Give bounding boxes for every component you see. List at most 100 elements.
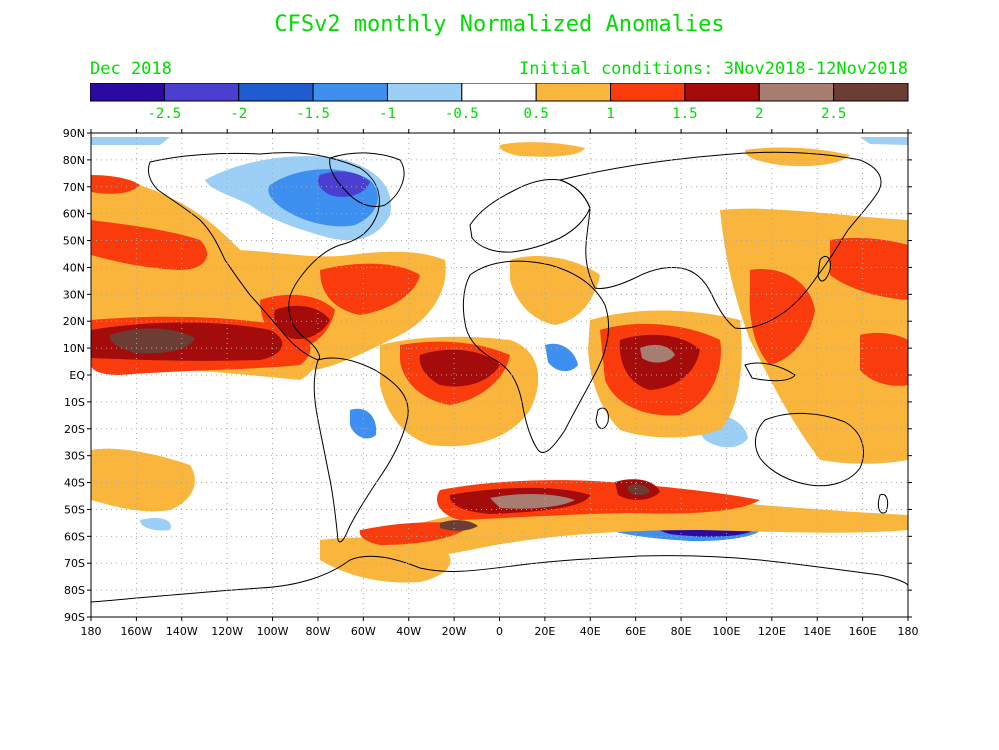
lon-label: 20W xyxy=(442,625,467,638)
colorbar-label: -1.5 xyxy=(296,106,330,122)
colorbar: -2.5 -2 -1.5 -1 -0.5 0.5 1 1.5 2 2.5 xyxy=(90,83,909,122)
colorbar-label: -2.5 xyxy=(148,106,182,122)
lat-label: 10N xyxy=(63,342,85,355)
anomaly-patch-antarctic-extreme xyxy=(440,520,478,531)
coast-madagascar xyxy=(595,407,609,429)
colorbar-bin xyxy=(758,83,835,102)
colorbar-bin xyxy=(461,83,537,102)
coast-indonesia xyxy=(744,362,796,382)
longitude-labels: 180 160W 140W 120W 100W 80W 60W 40W 20W 0 20E 40E 60… xyxy=(81,625,919,638)
lon-label: 80W xyxy=(306,625,331,638)
continent-outlines xyxy=(91,151,908,603)
lon-label: 60E xyxy=(625,625,646,638)
lat-label: 90N xyxy=(63,127,85,140)
anomaly-patch-arctic-cool-east xyxy=(860,137,908,145)
lon-label: 20E xyxy=(534,625,555,638)
lat-label: 30S xyxy=(64,450,85,463)
anomaly-map: 90N 80N 70N 60N 50N 40N 30N 20N 10N EQ 10S 20S 30S 40… xyxy=(63,127,919,638)
axis-ticks xyxy=(87,129,912,621)
lat-label: 10S xyxy=(64,396,85,409)
lat-label: 60N xyxy=(63,208,85,221)
anomaly-patch-northwest-pacific-red xyxy=(830,237,908,300)
gridlines xyxy=(91,133,908,617)
colorbar-bin xyxy=(312,83,388,102)
lon-label: 120E xyxy=(758,625,786,638)
coast-asia xyxy=(558,151,882,329)
anomaly-patch-arabia-warm xyxy=(510,255,600,325)
lat-label: 90S xyxy=(64,611,85,624)
colorbar-label: 0.5 xyxy=(524,106,549,122)
anomaly-patch-east-pacific-red xyxy=(860,332,908,386)
anomaly-patch-antarctic-warm xyxy=(320,537,451,583)
lat-label: 70N xyxy=(63,181,85,194)
anomaly-patch-east-africa-cool xyxy=(545,343,578,372)
lat-label: 50S xyxy=(64,503,85,516)
lat-label: 20S xyxy=(64,423,85,436)
coast-antarctica xyxy=(91,555,908,603)
anomaly-patch-north-atlantic-deep xyxy=(318,171,370,197)
colorbar-label: -1 xyxy=(379,106,396,122)
lat-label: 40N xyxy=(63,261,85,274)
anomaly-patch-southern-extreme xyxy=(490,494,575,509)
forecast-month: Dec 2018 xyxy=(90,59,172,79)
colorbar-label: 1 xyxy=(606,106,614,122)
lat-label: 40S xyxy=(64,477,85,490)
lat-label: 50N xyxy=(63,235,85,248)
anomaly-patch-west-pacific-red xyxy=(749,269,815,365)
colorbar-bin xyxy=(238,83,314,102)
lon-label: 180 xyxy=(898,625,919,638)
lon-label: 140E xyxy=(803,625,831,638)
coast-new-zealand xyxy=(877,493,889,514)
colorbar-label: 2.5 xyxy=(821,106,846,122)
anomaly-patch-caribbean-core xyxy=(274,305,330,340)
lon-label: 100W xyxy=(257,625,289,638)
latitude-labels: 90N 80N 70N 60N 50N 40N 30N 20N 10N EQ 10S 20S 30S 40… xyxy=(63,127,86,624)
colorbar-bin xyxy=(386,83,463,102)
colorbar-label: 2 xyxy=(755,106,763,122)
anomaly-patch-tropical-pacific-extreme xyxy=(109,328,195,354)
lon-label: 160W xyxy=(120,625,152,638)
anomaly-patch-atlantic-red xyxy=(320,263,420,315)
colorbar-label: -0.5 xyxy=(445,106,479,122)
lon-label: 140W xyxy=(166,625,198,638)
lat-label: 80N xyxy=(63,154,85,167)
lon-label: 0 xyxy=(496,625,503,638)
colorbar-bin xyxy=(833,83,909,102)
lon-label: 60W xyxy=(351,625,376,638)
lon-label: 40W xyxy=(396,625,421,638)
lon-label: 40E xyxy=(580,625,601,638)
colorbar-bin xyxy=(90,83,165,102)
anomaly-patch-south-pacific-warm xyxy=(91,448,195,512)
anomaly-field xyxy=(91,137,908,583)
lat-label: 60S xyxy=(64,530,85,543)
lat-label: 30N xyxy=(63,288,85,301)
anomaly-patch-alaska-red xyxy=(91,175,140,194)
colorbar-bin xyxy=(535,83,612,102)
coast-africa xyxy=(462,260,610,453)
anomaly-patch-guinea-core xyxy=(419,349,500,387)
coast-australia xyxy=(754,413,864,487)
anomaly-patch-north-pacific-red xyxy=(91,220,208,270)
colorbar-bin xyxy=(163,83,240,102)
lon-label: 80E xyxy=(671,625,692,638)
coast-north-america xyxy=(147,152,380,361)
lon-label: 100E xyxy=(712,625,740,638)
colorbar-label: -2 xyxy=(230,106,247,122)
lat-label: 20N xyxy=(63,315,85,328)
coast-japan xyxy=(817,255,831,282)
lon-label: 180 xyxy=(81,625,102,638)
lon-label: 120W xyxy=(211,625,243,638)
colorbar-bins xyxy=(90,83,909,102)
initial-conditions: Initial conditions: 3Nov2018-12Nov2018 xyxy=(519,59,908,79)
anomaly-patch-arctic-cool xyxy=(91,137,170,145)
colorbar-labels: -2.5 -2 -1.5 -1 -0.5 0.5 1 1.5 2 2.5 xyxy=(148,106,847,122)
anomaly-patch-arctic-warm xyxy=(499,142,585,157)
lat-label: EQ xyxy=(69,369,85,382)
lat-label: 80S xyxy=(64,584,85,597)
anomaly-patch-south-indian-extreme xyxy=(628,484,650,496)
colorbar-label: 1.5 xyxy=(672,106,697,122)
lat-label: 70S xyxy=(64,557,85,570)
anomaly-patch-indian-extreme xyxy=(640,344,675,363)
anomaly-patch-south-pacific-cool xyxy=(140,518,171,531)
coast-greenland xyxy=(329,152,405,207)
